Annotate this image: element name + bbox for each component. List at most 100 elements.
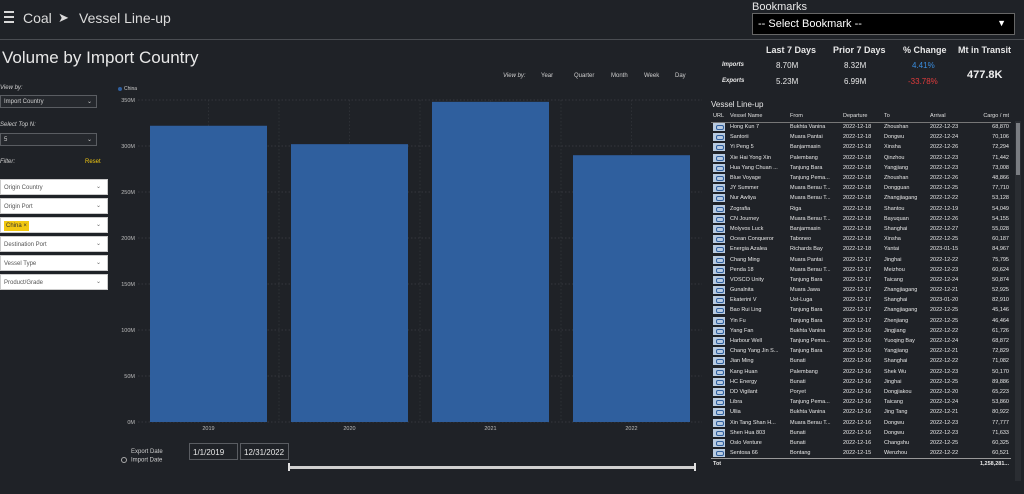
link-icon[interactable]: [713, 326, 725, 335]
reset-button[interactable]: Reset: [85, 159, 101, 165]
col-header-cargo[interactable]: Cargo / mt: [975, 111, 1011, 123]
link-icon[interactable]: [713, 418, 725, 427]
table-row[interactable]: Sentosa 66 Bontang 2022-12-15 Wenzhou 2022-1…: [711, 448, 1011, 458]
table-row[interactable]: Xie Hai Yong Xin Palembang 2022-12-18 Qinzh…: [711, 153, 1011, 163]
url-cell[interactable]: [711, 244, 728, 254]
url-cell[interactable]: [711, 224, 728, 234]
link-icon[interactable]: [713, 377, 725, 386]
url-cell[interactable]: [711, 234, 728, 244]
export-date-option[interactable]: Export Date: [131, 449, 163, 455]
col-header-departure[interactable]: Departure: [841, 111, 882, 123]
url-cell[interactable]: [711, 367, 728, 377]
link-icon[interactable]: [713, 296, 725, 305]
url-cell[interactable]: [711, 275, 728, 285]
col-header-arrival[interactable]: Arrival: [928, 111, 975, 123]
table-row[interactable]: Yi Peng 5 Banjarmasin 2022-12-18 Xinsha 2022…: [711, 142, 1011, 152]
start-date-input[interactable]: 1/1/2019: [189, 443, 238, 460]
url-cell[interactable]: [711, 417, 728, 427]
table-scrollbar-thumb[interactable]: [1016, 123, 1020, 175]
time-option-week[interactable]: Week: [644, 73, 660, 79]
url-cell[interactable]: [711, 305, 728, 315]
link-icon[interactable]: [713, 408, 725, 417]
col-header-url[interactable]: URL: [711, 111, 728, 123]
time-option-day[interactable]: Day: [675, 73, 686, 79]
col-header-to[interactable]: To: [882, 111, 928, 123]
table-scrollbar[interactable]: [1015, 121, 1021, 481]
url-cell[interactable]: [711, 407, 728, 417]
link-icon[interactable]: [713, 245, 725, 254]
link-icon[interactable]: [713, 235, 725, 244]
table-row[interactable]: Ocean Conqueror Taboneo 2022-12-18 Xinsha 20…: [711, 234, 1011, 244]
table-row[interactable]: Chang Ming Muara Pantai 2022-12-17 Jinghai 2…: [711, 254, 1011, 264]
breadcrumb-coal[interactable]: Coal: [23, 10, 52, 26]
filter-vessel-type[interactable]: Vessel Type ⌄: [0, 255, 108, 271]
table-row[interactable]: CN Journey Muara Berau T... 2022-12-18 Bayu…: [711, 214, 1011, 224]
url-cell[interactable]: [711, 346, 728, 356]
table-row[interactable]: Yin Fu Tanjung Bara 2022-12-17 Zhenjiang 202…: [711, 316, 1011, 326]
link-icon[interactable]: [713, 133, 725, 142]
breadcrumb-vessel-lineup[interactable]: Vessel Line-up: [79, 10, 171, 26]
link-icon[interactable]: [713, 347, 725, 356]
table-row[interactable]: Bao Rui Ling Tanjung Bara 2022-12-17 Zhangj…: [711, 305, 1011, 315]
filter-origin-port[interactable]: Origin Port ⌄: [0, 198, 108, 214]
url-cell[interactable]: [711, 254, 728, 264]
table-row[interactable]: Santorii Muara Pantai 2022-12-18 Dongwu 2022…: [711, 132, 1011, 142]
bar-2019[interactable]: [149, 125, 268, 422]
end-date-input[interactable]: 12/31/2022: [240, 443, 289, 460]
link-icon[interactable]: [713, 398, 725, 407]
link-icon[interactable]: [713, 163, 725, 172]
bar-2021[interactable]: [431, 101, 550, 422]
link-icon[interactable]: [713, 194, 725, 203]
url-cell[interactable]: [711, 448, 728, 458]
table-row[interactable]: Xin Tang Shan H... Muara Berau T... 2022-1…: [711, 417, 1011, 427]
filter-origin-country[interactable]: Origin Country ⌄: [0, 179, 108, 195]
link-icon[interactable]: [713, 214, 725, 223]
link-icon[interactable]: [713, 174, 725, 183]
link-icon[interactable]: [713, 204, 725, 213]
url-cell[interactable]: [711, 336, 728, 346]
table-row[interactable]: Hua Yang Chuan ... Tanjung Bara 2022-12-18…: [711, 163, 1011, 173]
url-cell[interactable]: [711, 295, 728, 305]
table-row[interactable]: Nur Awliya Muara Berau T... 2022-12-18 Zhan…: [711, 193, 1011, 203]
bar-2020[interactable]: [290, 144, 409, 422]
table-row[interactable]: VOSCO Unity Tanjung Bara 2022-12-17 Taicang…: [711, 275, 1011, 285]
link-icon[interactable]: [713, 143, 725, 152]
url-cell[interactable]: [711, 387, 728, 397]
url-cell[interactable]: [711, 163, 728, 173]
time-option-quarter[interactable]: Quarter: [574, 73, 595, 79]
time-option-month[interactable]: Month: [611, 73, 628, 79]
link-icon[interactable]: [713, 367, 725, 376]
link-icon[interactable]: [713, 316, 725, 325]
url-cell[interactable]: [711, 183, 728, 193]
close-icon[interactable]: ×: [23, 223, 27, 229]
url-cell[interactable]: [711, 122, 728, 132]
table-row[interactable]: Kang Huan Palembang 2022-12-16 Shek Wu 2022-…: [711, 367, 1011, 377]
filter-product-grade[interactable]: Product/Grade ⌄: [0, 274, 108, 290]
link-icon[interactable]: [713, 265, 725, 274]
url-cell[interactable]: [711, 316, 728, 326]
table-row[interactable]: Molyvos Luck Banjarmasin 2022-12-18 Shangha…: [711, 224, 1011, 234]
table-row[interactable]: Harbour Well Tanjung Pema... 2022-12-16 Yuo…: [711, 336, 1011, 346]
url-cell[interactable]: [711, 173, 728, 183]
import-date-option[interactable]: Import Date: [121, 457, 162, 464]
table-row[interactable]: DD Vigilant Poryet 2022-12-16 Dongjiakou 202…: [711, 387, 1011, 397]
url-cell[interactable]: [711, 204, 728, 214]
url-cell[interactable]: [711, 356, 728, 366]
table-row[interactable]: Ullia Bukhta Vanina 2022-12-16 Jing Tang 202…: [711, 407, 1011, 417]
slider-handle-start[interactable]: [288, 463, 290, 471]
col-header-vessel-name[interactable]: Vessel Name: [728, 111, 788, 123]
table-row[interactable]: JY Summer Muara Berau T... 2022-12-18 Dongg…: [711, 183, 1011, 193]
radio-icon[interactable]: [121, 457, 127, 463]
table-row[interactable]: Penda 18 Muara Berau T... 2022-12-17 Meizho…: [711, 265, 1011, 275]
url-cell[interactable]: [711, 193, 728, 203]
link-icon[interactable]: [713, 286, 725, 295]
url-cell[interactable]: [711, 438, 728, 448]
top-n-dropdown[interactable]: 5 ⌄: [0, 133, 97, 146]
url-cell[interactable]: [711, 285, 728, 295]
time-option-year[interactable]: Year: [541, 73, 554, 79]
table-row[interactable]: Ekaterini V Ust-Luga 2022-12-17 Shanghai 202…: [711, 295, 1011, 305]
link-icon[interactable]: [713, 184, 725, 193]
url-cell[interactable]: [711, 377, 728, 387]
table-row[interactable]: Chang Yang Jin S... Tanjung Bara 2022-12-1…: [711, 346, 1011, 356]
link-icon[interactable]: [713, 448, 725, 457]
